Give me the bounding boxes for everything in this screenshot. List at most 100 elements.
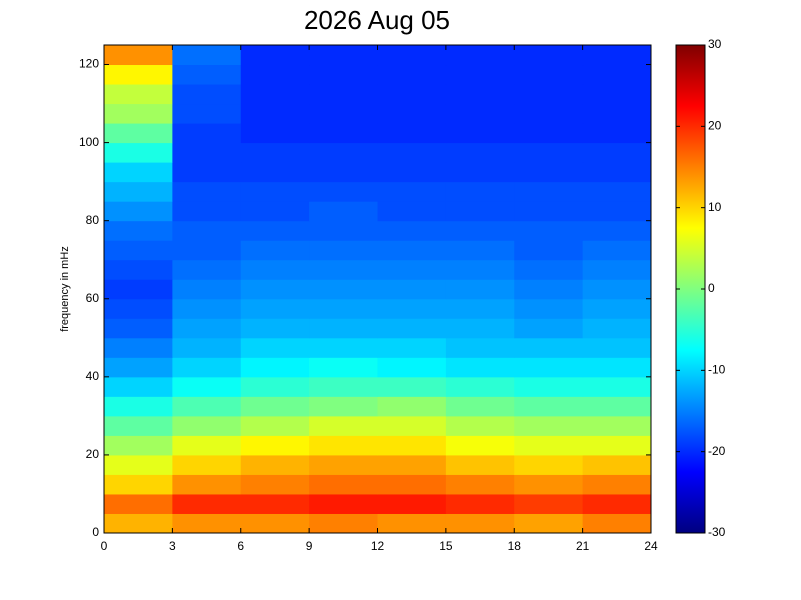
- heatmap-cell: [377, 103, 447, 124]
- heatmap-cell: [240, 337, 310, 358]
- heatmap-cell: [582, 513, 652, 534]
- heatmap-cell: [104, 103, 173, 124]
- x-tick-label: 24: [644, 539, 658, 553]
- heatmap-cell: [445, 142, 515, 163]
- heatmap-cell: [514, 396, 584, 417]
- heatmap-cell: [309, 396, 378, 417]
- heatmap-cell: [240, 142, 310, 163]
- heatmap-cell: [104, 45, 173, 66]
- heatmap-cell: [104, 181, 173, 202]
- heatmap-cell: [582, 435, 652, 456]
- colorbar-tick-label: -10: [708, 363, 726, 377]
- y-tick-label: 80: [86, 213, 100, 227]
- heatmap-cell: [240, 298, 310, 319]
- heatmap-cell: [309, 181, 378, 202]
- heatmap-cell: [104, 123, 173, 144]
- heatmap-cell: [514, 64, 584, 85]
- heatmap-cell: [309, 415, 378, 436]
- heatmap-cell: [309, 259, 378, 280]
- heatmap-cell: [445, 454, 515, 475]
- heatmap-cell: [445, 181, 515, 202]
- heatmap-cell: [104, 84, 173, 105]
- heatmap-cell: [240, 493, 310, 514]
- heatmap-cell: [514, 357, 584, 378]
- chart-title: 2026 Aug 05: [304, 5, 450, 35]
- heatmap-cell: [582, 259, 652, 280]
- heatmap-cell: [309, 240, 378, 261]
- heatmap-cell: [377, 474, 447, 495]
- heatmap-cell: [172, 181, 242, 202]
- heatmap-cell: [514, 415, 584, 436]
- heatmap-cell: [309, 493, 378, 514]
- heatmap-cell: [445, 318, 515, 339]
- heatmap-cell: [377, 298, 447, 319]
- heatmap-cell: [582, 454, 652, 475]
- heatmap-cell: [172, 396, 242, 417]
- heatmap-cell: [172, 318, 242, 339]
- heatmap-cell: [445, 259, 515, 280]
- colorbar-tick-label: -20: [708, 444, 726, 458]
- heatmap-cell: [309, 142, 378, 163]
- heatmap-cell: [309, 103, 378, 124]
- heatmap-cell: [240, 318, 310, 339]
- heatmap-cell: [309, 220, 378, 241]
- heatmap-cell: [240, 84, 310, 105]
- y-tick-label: 120: [79, 57, 99, 71]
- heatmap-cell: [104, 337, 173, 358]
- heatmap-cell: [445, 220, 515, 241]
- heatmap-cell: [582, 142, 652, 163]
- heatmap-cell: [104, 435, 173, 456]
- heatmap-cell: [104, 279, 173, 300]
- heatmap-cell: [309, 357, 378, 378]
- heatmap-cell: [582, 376, 652, 397]
- heatmap-cell: [582, 181, 652, 202]
- heatmap-cell: [514, 220, 584, 241]
- heatmap-cell: [104, 415, 173, 436]
- heatmap-cell: [445, 123, 515, 144]
- x-tick-label: 21: [576, 539, 590, 553]
- heatmap-cell: [309, 454, 378, 475]
- x-tick-label: 12: [371, 539, 385, 553]
- heatmap-cell: [514, 181, 584, 202]
- heatmap-cell: [172, 103, 242, 124]
- heatmap-cell: [104, 396, 173, 417]
- heatmap-cell: [514, 162, 584, 183]
- colorbar-tick-label: 0: [708, 281, 715, 295]
- heatmap-cell: [445, 396, 515, 417]
- heatmap-cell: [172, 435, 242, 456]
- heatmap-cell: [172, 84, 242, 105]
- heatmap-cell: [104, 493, 173, 514]
- heatmap-cell: [582, 45, 652, 66]
- heatmap-cell: [445, 162, 515, 183]
- heatmap-cell: [104, 298, 173, 319]
- heatmap-cell: [514, 298, 584, 319]
- heatmap-cell: [582, 279, 652, 300]
- heatmap-cell: [514, 318, 584, 339]
- heatmap-cell: [172, 240, 242, 261]
- heatmap-cell: [377, 201, 447, 222]
- heatmap-cell: [309, 298, 378, 319]
- heatmap-cell: [582, 64, 652, 85]
- heatmap-cell: [377, 357, 447, 378]
- heatmap-cell: [377, 240, 447, 261]
- heatmap-cell: [582, 396, 652, 417]
- x-tick-label: 0: [101, 539, 108, 553]
- heatmap-cell: [377, 162, 447, 183]
- heatmap-cell: [104, 513, 173, 534]
- heatmap-cell: [172, 454, 242, 475]
- heatmap-cell: [514, 240, 584, 261]
- heatmap-cell: [309, 279, 378, 300]
- heatmap-cell: [445, 298, 515, 319]
- heatmap-cell: [582, 84, 652, 105]
- heatmap-cell: [377, 513, 447, 534]
- heatmap-cell: [514, 259, 584, 280]
- heatmap-cell: [377, 259, 447, 280]
- heatmap-cell: [514, 376, 584, 397]
- heatmap-cell: [514, 474, 584, 495]
- heatmap-cell: [240, 201, 310, 222]
- heatmap-cell: [172, 123, 242, 144]
- heatmap-cell: [582, 357, 652, 378]
- heatmap-cell: [514, 201, 584, 222]
- heatmap-cell: [445, 84, 515, 105]
